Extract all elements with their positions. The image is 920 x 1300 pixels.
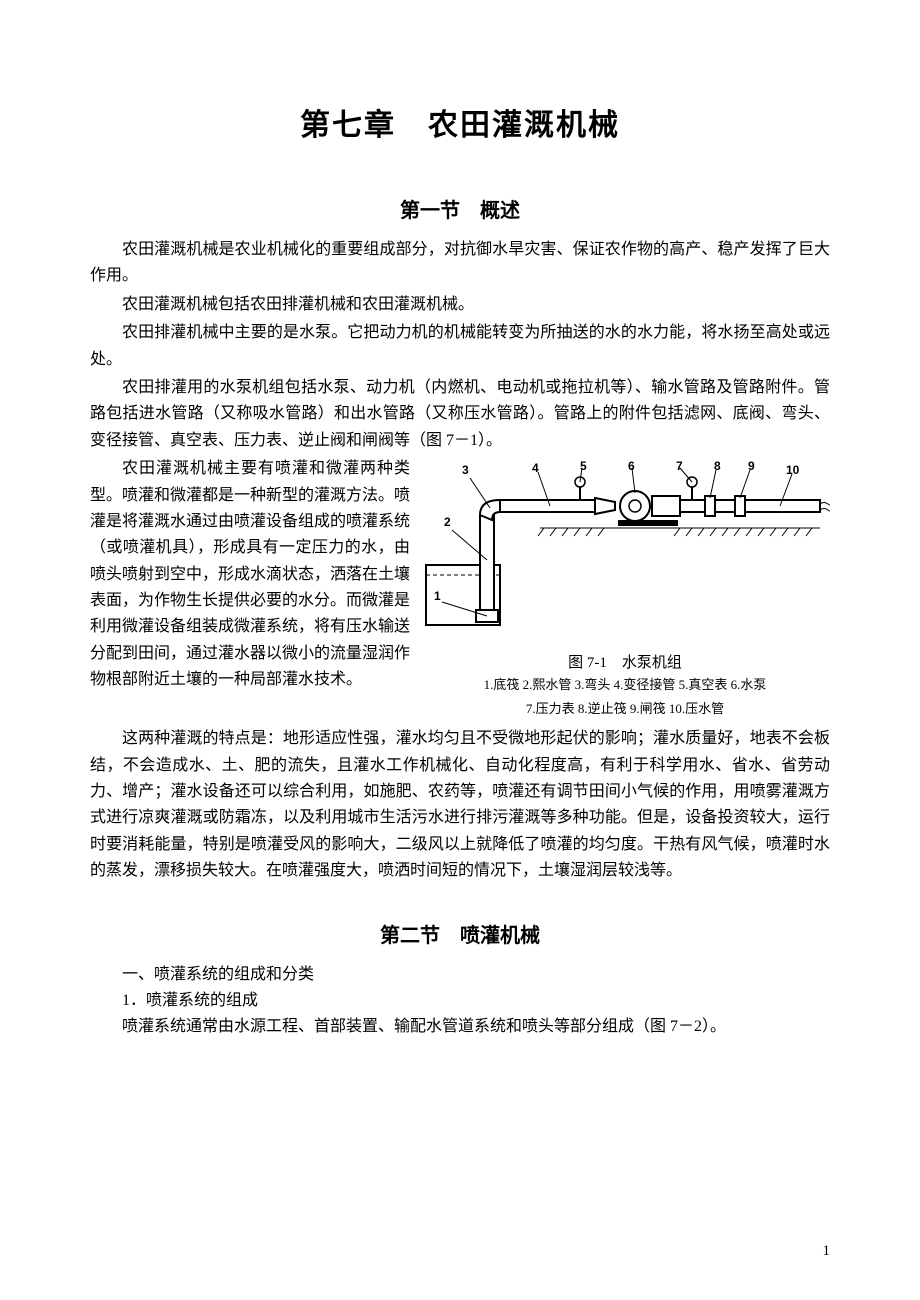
figure-label-2: 2 xyxy=(444,515,451,529)
figure-label-5: 5 xyxy=(580,460,587,473)
section-2-title: 第二节 喷灌机械 xyxy=(90,919,830,948)
figure-label-8: 8 xyxy=(714,460,721,473)
chapter-title: 第七章 农田灌溉机械 xyxy=(90,100,830,144)
text-figure-wrap: 1 2 3 4 5 6 7 8 9 10 图 7-1 水泵机组 1.底筏 2.熙… xyxy=(90,456,830,726)
section-1-para-3: 农田排灌机械中主要的是水泵。它把动力机的机械能转变为所抽送的水的水力能，将水扬至… xyxy=(90,320,830,373)
section-1-para-4: 农田排灌用的水泵机组包括水泵、动力机（内燃机、电动机或拖拉机等）、输水管路及管路… xyxy=(90,375,830,454)
section-2-para-1: 喷灌系统通常由水源工程、首部装置、输配水管道系统和喷头等部分组成（图 7－2）。 xyxy=(90,1014,830,1040)
page-number: 1 xyxy=(823,1243,831,1260)
figure-label-6: 6 xyxy=(628,460,635,473)
figure-7-1-legend-line-1: 1.底筏 2.熙水管 3.弯头 4.变径接管 5.真空表 6.水泵 xyxy=(420,674,830,696)
section-2-heading-2: 1．喷灌系统的组成 xyxy=(90,988,830,1014)
figure-label-3: 3 xyxy=(462,463,469,477)
figure-7-1: 1 2 3 4 5 6 7 8 9 10 图 7-1 水泵机组 1.底筏 2.熙… xyxy=(420,460,830,720)
section-1-para-2: 农田灌溉机械包括农田排灌机械和农田灌溉机械。 xyxy=(90,292,830,318)
figure-label-7: 7 xyxy=(676,460,683,473)
page: 第七章 农田灌溉机械 第一节 概述 农田灌溉机械是农业机械化的重要组成部分，对抗… xyxy=(0,0,920,1300)
pump-unit-diagram-icon: 1 2 3 4 5 6 7 8 9 10 xyxy=(420,460,830,640)
figure-label-1: 1 xyxy=(434,589,441,603)
figure-7-1-legend-line-2: 7.压力表 8.逆止筏 9.闸筏 10.压水管 xyxy=(420,698,830,720)
figure-label-4: 4 xyxy=(532,461,539,475)
figure-label-10: 10 xyxy=(786,463,800,477)
figure-label-9: 9 xyxy=(748,460,755,473)
section-1-title: 第一节 概述 xyxy=(90,194,830,223)
section-1-para-6: 这两种灌溉的特点是：地形适应性强，灌水均匀且不受微地形起伏的影响；灌水质量好，地… xyxy=(90,726,830,884)
figure-7-1-caption: 图 7-1 水泵机组 xyxy=(420,651,830,672)
section-1-para-1: 农田灌溉机械是农业机械化的重要组成部分，对抗御水旱灾害、保证农作物的高产、稳产发… xyxy=(90,237,830,290)
section-2-heading-1: 一、喷灌系统的组成和分类 xyxy=(90,962,830,988)
